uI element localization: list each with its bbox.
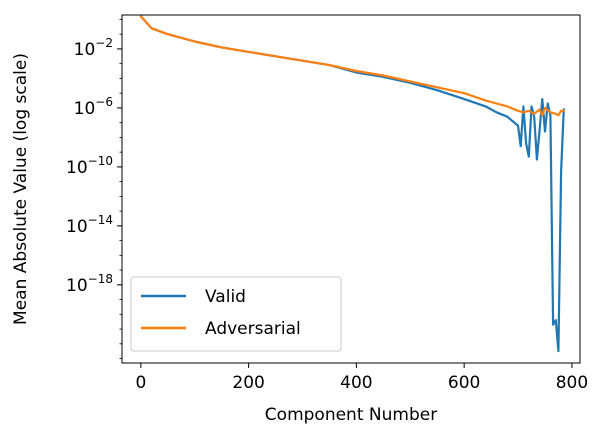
legend: Valid Adversarial — [130, 276, 342, 352]
x-tick-label: 200 — [232, 373, 264, 393]
legend-label-valid: Valid — [205, 287, 246, 307]
y-axis-label: Mean Absolute Value (log scale) — [11, 53, 31, 325]
plot-area — [121, 14, 581, 364]
y-tick-label: 10−10 — [66, 154, 113, 178]
y-tick-label: 10−14 — [66, 213, 113, 237]
x-axis-ticks: 0 200 400 600 800 — [135, 363, 588, 393]
axes-frame — [121, 14, 581, 364]
y-axis-ticks: 10−2 10−6 10−10 10−14 10−18 — [66, 19, 122, 359]
y-tick-label: 10−2 — [74, 36, 113, 60]
series-line-adversarial — [139, 15, 565, 117]
x-tick-label: 0 — [135, 373, 146, 393]
y-tick-label: 10−6 — [74, 95, 113, 119]
legend-label-adversarial: Adversarial — [205, 319, 301, 339]
x-axis-label: Component Number — [265, 405, 437, 425]
x-tick-label: 400 — [340, 373, 372, 393]
x-tick-label: 600 — [448, 373, 480, 393]
series-layer — [139, 15, 565, 353]
x-tick-label: 800 — [556, 373, 588, 393]
y-tick-label: 10−18 — [66, 272, 113, 296]
